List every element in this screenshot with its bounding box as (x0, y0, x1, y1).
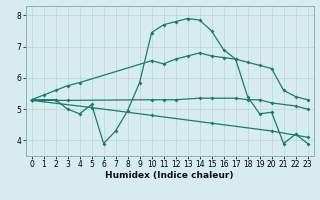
X-axis label: Humidex (Indice chaleur): Humidex (Indice chaleur) (105, 171, 234, 180)
